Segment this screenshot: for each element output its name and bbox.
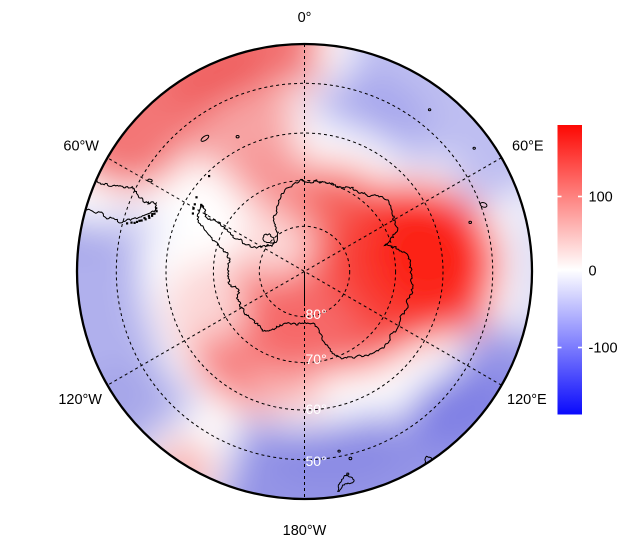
svg-text:60°: 60° [306,401,327,417]
svg-text:120°W: 120°W [58,392,102,408]
svg-text:80°: 80° [306,306,327,322]
svg-text:70°: 70° [306,351,327,367]
svg-text:120°E: 120°E [507,392,547,408]
svg-text:60°W: 60°W [63,139,99,155]
svg-text:-100: -100 [589,341,618,357]
svg-text:0°: 0° [298,10,312,26]
svg-text:50°: 50° [306,453,327,469]
svg-text:100: 100 [589,190,613,206]
svg-text:60°E: 60°E [512,139,544,155]
svg-text:0: 0 [589,264,597,280]
svg-text:180°W: 180°W [283,523,327,539]
